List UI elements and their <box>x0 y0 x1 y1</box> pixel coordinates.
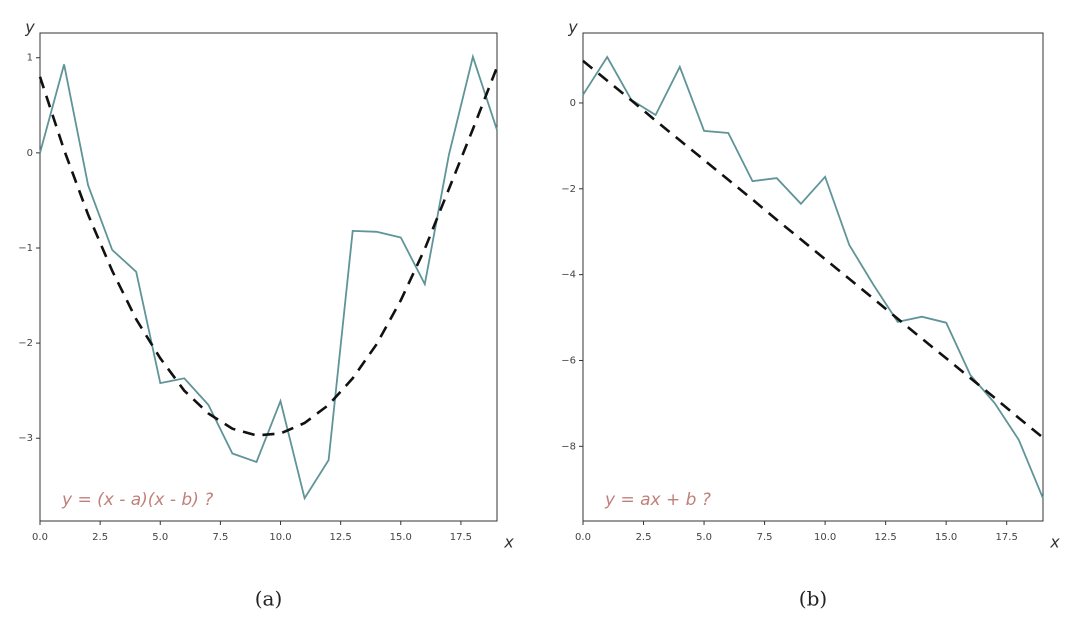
x-tick-label: 17.5 <box>450 532 472 543</box>
fit-line <box>582 59 1044 439</box>
y-axis-label: y <box>24 18 35 37</box>
x-tick-label: 15.0 <box>390 532 412 543</box>
x-tick-label: 2.5 <box>636 532 652 543</box>
x-tick-label: 10.0 <box>269 532 291 543</box>
annotation: y = ax + b ? <box>604 490 711 510</box>
caption: (b) <box>799 587 827 611</box>
y-tick-label: −6 <box>561 355 576 366</box>
x-tick-label: 0.0 <box>575 532 591 543</box>
y-tick-label: 1 <box>27 53 33 64</box>
x-tick-label: 10.0 <box>814 532 836 543</box>
y-tick-label: −2 <box>18 338 33 349</box>
x-tick-label: 5.0 <box>152 532 168 543</box>
x-axis-label: x <box>1049 533 1060 552</box>
caption: (a) <box>255 587 283 611</box>
y-tick-label: 0 <box>570 98 576 109</box>
y-tick-label: −8 <box>561 441 576 452</box>
x-axis-label: x <box>503 533 514 552</box>
x-tick-label: 5.0 <box>696 532 712 543</box>
y-tick-label: −3 <box>18 433 33 444</box>
annotation: y = (x - a)(x - b) ? <box>61 490 213 510</box>
x-tick-label: 12.5 <box>330 532 352 543</box>
y-tick-label: −1 <box>18 243 33 254</box>
axes-frame <box>582 32 1044 522</box>
x-tick-label: 15.0 <box>935 532 957 543</box>
x-tick-label: 7.5 <box>757 532 773 543</box>
y-axis-label: y <box>567 18 578 37</box>
data-line <box>582 55 1044 499</box>
x-tick-label: 7.5 <box>212 532 228 543</box>
x-tick-label: 12.5 <box>874 532 896 543</box>
x-tick-label: 0.0 <box>32 532 48 543</box>
fit-line <box>38 66 499 437</box>
data-line <box>39 53 498 501</box>
y-tick-label: −4 <box>561 270 576 281</box>
x-tick-label: 2.5 <box>92 532 108 543</box>
y-tick-label: −2 <box>561 184 576 195</box>
y-tick-label: 0 <box>27 148 33 159</box>
axes-frame <box>39 32 498 522</box>
x-tick-label: 17.5 <box>996 532 1018 543</box>
